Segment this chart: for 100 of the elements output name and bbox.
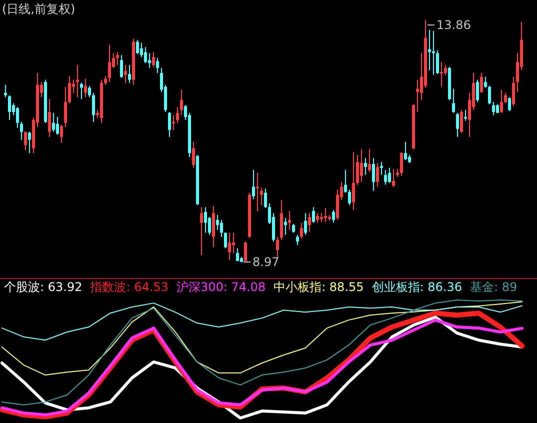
candlestick — [156, 57, 159, 74]
candlestick — [308, 212, 311, 232]
candlestick — [392, 168, 395, 188]
candlestick — [484, 76, 487, 88]
candlestick — [388, 167, 391, 184]
candlestick — [52, 112, 55, 132]
candlestick — [260, 187, 263, 206]
candlestick — [400, 152, 403, 176]
candlestick — [144, 46, 147, 64]
annotation: 13.86 — [436, 18, 471, 32]
candlestick — [84, 78, 87, 98]
candlestick — [476, 79, 479, 103]
series-label: 中小板指: 88.55 — [274, 280, 364, 294]
candlestick — [456, 112, 459, 138]
text: 指数波: 64.53 — [89, 280, 168, 294]
candlestick — [108, 44, 111, 82]
candlestick — [316, 212, 319, 224]
candlestick — [216, 214, 219, 230]
candlestick — [80, 82, 83, 100]
candlestick — [432, 30, 435, 76]
candlestick — [152, 52, 155, 68]
candlestick — [436, 50, 439, 74]
candlestick — [60, 124, 63, 144]
candlestick — [344, 170, 347, 194]
candlestick — [220, 219, 223, 238]
candlestick — [372, 158, 375, 192]
candlestick — [288, 210, 291, 230]
candlestick — [500, 89, 503, 114]
candlestick — [332, 209, 335, 224]
candlestick — [440, 62, 443, 88]
candlestick — [512, 76, 515, 107]
candlestick — [64, 86, 67, 128]
candlestick — [252, 170, 255, 200]
candlestick — [128, 64, 131, 84]
candlestick — [444, 64, 447, 76]
series-label: 基金: 89 — [470, 280, 518, 294]
candlestick — [492, 102, 495, 116]
candlestick — [368, 148, 371, 172]
candlestick — [192, 141, 195, 168]
candlestick — [224, 232, 227, 249]
candlestick — [356, 154, 359, 186]
text: 个股波: 63.92 — [4, 280, 82, 294]
candlestick — [324, 208, 327, 222]
candlestick — [8, 94, 11, 120]
candlestick — [48, 98, 51, 138]
candlestick — [348, 189, 351, 206]
candlestick — [204, 206, 207, 234]
annotation: 8.97 — [252, 255, 280, 269]
candlestick — [360, 148, 363, 182]
candlestick — [172, 114, 175, 130]
candlestick — [176, 106, 179, 124]
candlestick — [480, 72, 483, 94]
text: 沪深300: 74.08 — [176, 280, 266, 294]
candlestick — [256, 172, 259, 212]
candlestick — [136, 39, 139, 55]
candlestick — [284, 217, 287, 236]
candlestick — [376, 162, 379, 188]
candlestick — [200, 206, 203, 256]
candlestick — [300, 222, 303, 240]
candlestick — [148, 52, 151, 68]
candlestick — [116, 52, 119, 66]
candlestick — [56, 116, 59, 136]
candlestick — [380, 162, 383, 176]
candlestick — [352, 152, 355, 210]
candlestick — [364, 158, 367, 176]
candlestick — [488, 85, 491, 105]
candlestick — [244, 241, 247, 262]
candlestick — [296, 234, 299, 246]
chart-title: (日线,前复权) — [2, 2, 76, 16]
series-label: 创业板指: 86.36 — [372, 280, 462, 294]
candlestick — [228, 232, 231, 261]
candlestick — [236, 248, 239, 262]
candlestick — [508, 96, 511, 112]
candlestick — [120, 54, 123, 78]
candlestick — [416, 79, 419, 112]
candlestick — [20, 121, 23, 140]
candlestick — [24, 131, 27, 151]
candlestick — [312, 206, 315, 224]
candlestick — [384, 170, 387, 186]
candlestick — [140, 42, 143, 58]
candlestick — [76, 64, 79, 98]
candlestick — [232, 232, 235, 254]
candlestick — [92, 92, 95, 122]
candlestick — [264, 188, 267, 209]
candlestick — [212, 206, 215, 248]
candlestick — [464, 110, 467, 122]
candlestick — [208, 216, 211, 236]
candlestick — [460, 110, 463, 134]
candlestick — [404, 141, 407, 161]
candlestick — [452, 88, 455, 114]
candlestick — [504, 92, 507, 104]
candlestick — [4, 84, 7, 98]
candlestick — [124, 64, 127, 84]
candlestick — [180, 89, 183, 116]
candlestick — [336, 189, 339, 220]
candlestick — [28, 131, 31, 154]
candlestick — [168, 111, 171, 138]
candlestick — [276, 236, 279, 258]
candlestick — [68, 75, 71, 104]
candlestick — [88, 85, 91, 98]
